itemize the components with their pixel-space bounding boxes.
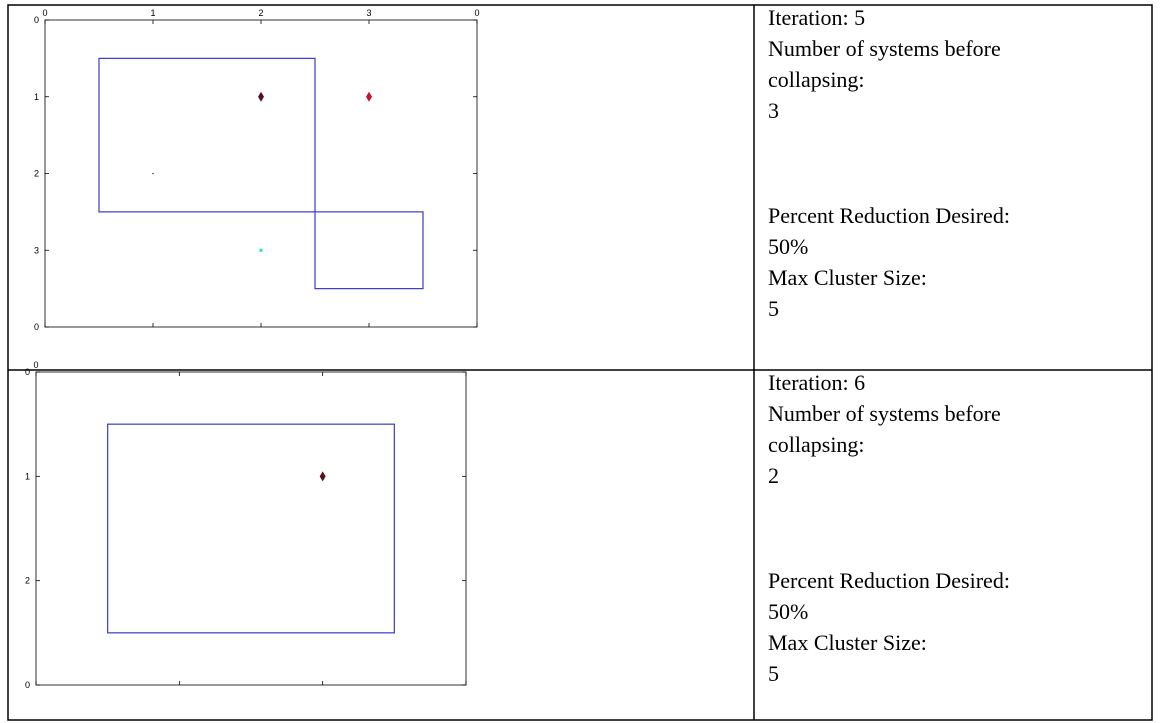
x-tick-label: 2 (258, 8, 263, 18)
y-tick-label: 2 (34, 169, 39, 179)
setting-line: 5 (768, 661, 779, 686)
point (259, 248, 263, 253)
cluster-box (314, 211, 424, 290)
y-tick-label: 2 (25, 576, 30, 586)
info-line: 2 (768, 463, 779, 488)
point (366, 91, 372, 102)
point (152, 172, 154, 175)
point (258, 91, 264, 102)
x-tick-label: 0 (42, 8, 47, 18)
x-tick-label: 0 (33, 360, 38, 370)
x-tick-label: 1 (150, 8, 155, 18)
cluster-box (98, 57, 316, 213)
y-tick-label: 0 (25, 680, 30, 690)
setting-line: 5 (768, 296, 779, 321)
info-line: Iteration: 6 (768, 370, 865, 395)
table-borders (7, 4, 1153, 721)
x-tick-label: 0 (474, 8, 479, 18)
setting-line: Percent Reduction Desired: (768, 568, 1010, 593)
point (319, 471, 326, 482)
info-line: Iteration: 5 (768, 5, 865, 30)
info-line: Number of systems before (768, 401, 1001, 426)
info-line: collapsing: (768, 432, 865, 457)
y-tick-label: 1 (25, 471, 30, 481)
plot-frame (44, 19, 478, 328)
y-tick-label: 0 (25, 367, 30, 377)
setting-line: 50% (768, 599, 808, 624)
y-tick-label: 1 (34, 92, 39, 102)
y-tick-label: 0 (34, 15, 39, 25)
setting-line: Max Cluster Size: (768, 630, 927, 655)
cluster-box (107, 423, 395, 634)
setting-line: Percent Reduction Desired: (768, 203, 1010, 228)
plot-frame (35, 371, 467, 686)
info-line: collapsing: (768, 67, 865, 92)
y-tick-label: 0 (34, 322, 39, 332)
y-tick-label: 3 (34, 245, 39, 255)
x-tick-label: 3 (366, 8, 371, 18)
table-border (7, 4, 1153, 721)
info-line: 3 (768, 98, 779, 123)
setting-line: Max Cluster Size: (768, 265, 927, 290)
setting-line: 50% (768, 234, 808, 259)
info-line: Number of systems before (768, 36, 1001, 61)
